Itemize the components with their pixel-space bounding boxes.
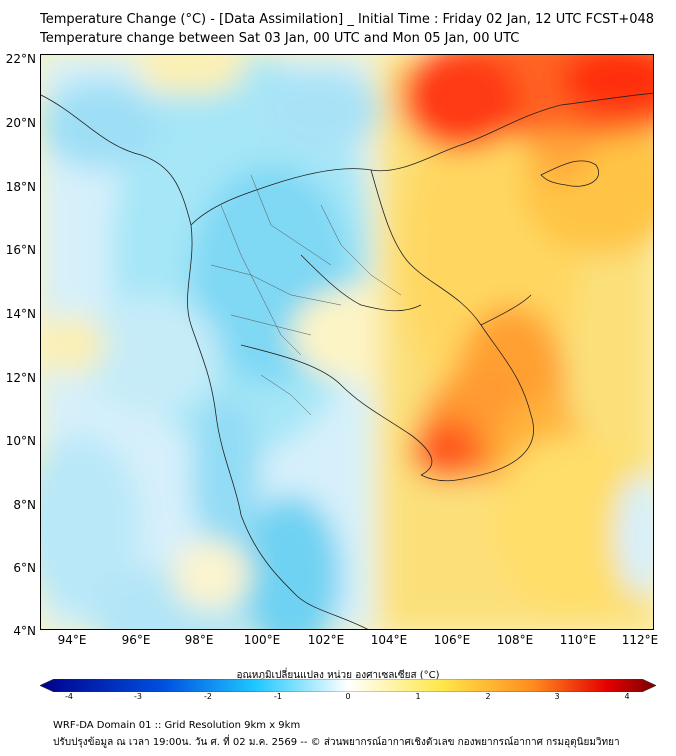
lon-label: 96°E [121, 633, 151, 647]
colorbar-tick: 2 [485, 692, 491, 701]
lat-label: 10°N [5, 434, 36, 448]
chart-title: Temperature Change (°C) - [Data Assimila… [40, 12, 655, 27]
lat-label: 4°N [13, 624, 36, 638]
lat-label: 6°N [13, 561, 36, 575]
lon-label: 98°E [184, 633, 214, 647]
temperature-change-map [40, 54, 654, 630]
colorbar-tick: -4 [65, 692, 73, 701]
colorbar-tick: 4 [624, 692, 630, 701]
coastline-outline [41, 92, 653, 629]
colorbar-tick: 1 [415, 692, 421, 701]
colorbar-tick: -1 [274, 692, 282, 701]
colorbar-tick: -3 [134, 692, 142, 701]
map-canvas [41, 55, 653, 629]
lon-label: 110°E [559, 633, 597, 647]
lat-label: 12°N [5, 371, 36, 385]
lon-label: 102°E [307, 633, 345, 647]
lon-label: 106°E [433, 633, 471, 647]
lon-label: 94°E [57, 633, 87, 647]
lat-label: 14°N [5, 307, 36, 321]
lon-label: 112°E [621, 633, 659, 647]
lon-label: 100°E [243, 633, 281, 647]
lon-label: 104°E [370, 633, 408, 647]
lat-label: 16°N [5, 243, 36, 257]
colorbar [40, 679, 656, 692]
colorbar-tick: -2 [204, 692, 212, 701]
lat-label: 8°N [13, 498, 36, 512]
colorbar-title: อุณหภูมิเปลี่ยนแปลง หน่วย องศาเซลเซียส (… [236, 670, 440, 681]
colorbar-tick: 3 [554, 692, 560, 701]
chart-subtitle: Temperature change between Sat 03 Jan, 0… [40, 31, 520, 46]
lat-label: 20°N [5, 116, 36, 130]
province-borders [210, 174, 402, 416]
lat-label: 22°N [5, 52, 36, 66]
footer-credit: ปรับปรุงข้อมูล ณ เวลา 19:00น. วัน ศ. ที่… [53, 737, 620, 748]
footer-model-info: WRF-DA Domain 01 :: Grid Resolution 9km … [53, 720, 301, 731]
lon-label: 108°E [496, 633, 534, 647]
lat-label: 18°N [5, 180, 36, 194]
colorbar-tick: 0 [345, 692, 351, 701]
